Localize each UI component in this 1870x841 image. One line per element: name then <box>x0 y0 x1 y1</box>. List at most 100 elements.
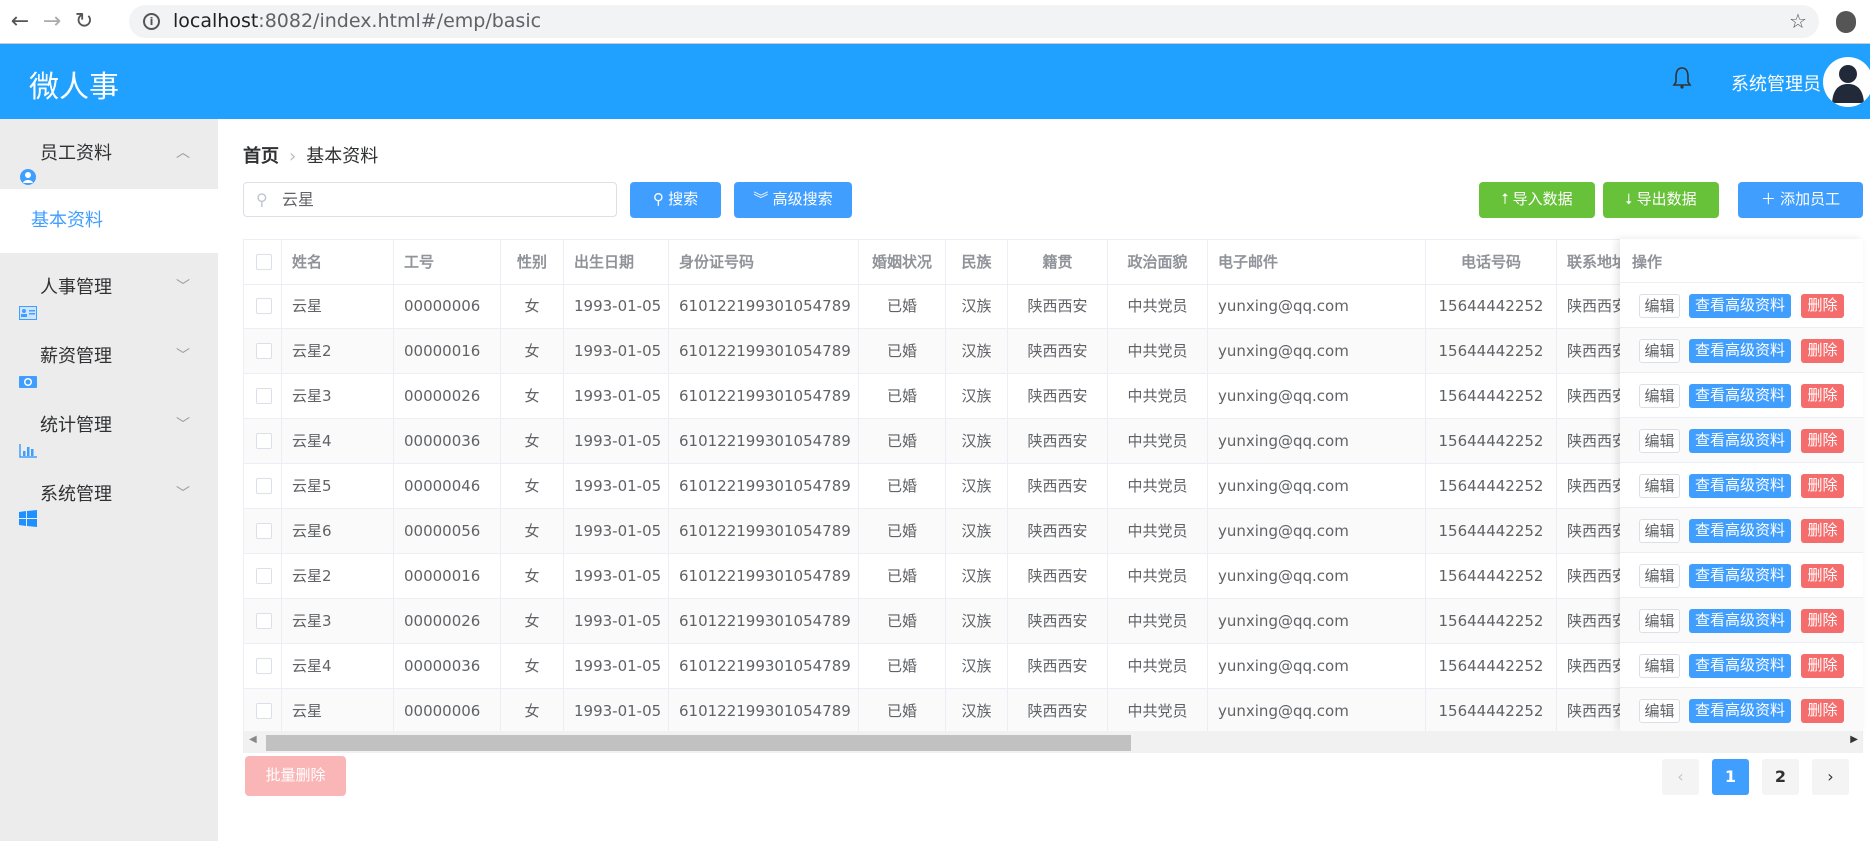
star-icon[interactable]: ☆ <box>1789 9 1807 33</box>
view-advanced-button[interactable]: 查看高级资料 <box>1689 339 1791 363</box>
horizontal-scrollbar[interactable]: ◀ ▶ <box>244 731 1862 753</box>
reload-icon[interactable]: ↻ <box>74 9 94 34</box>
column-header: 电子邮件 <box>1208 240 1426 285</box>
checkbox-cell[interactable] <box>244 284 282 329</box>
table-cell: 610122199301054789 <box>669 329 859 374</box>
edit-button[interactable]: 编辑 <box>1639 384 1680 408</box>
row-checkbox[interactable] <box>256 613 272 629</box>
checkbox-cell[interactable] <box>244 464 282 509</box>
table-cell: 云星4 <box>282 644 394 689</box>
view-advanced-button[interactable]: 查看高级资料 <box>1689 474 1791 498</box>
url-path: :8082/index.html#/emp/basic <box>258 10 542 32</box>
view-advanced-button[interactable]: 查看高级资料 <box>1689 384 1791 408</box>
table-cell: 女 <box>501 509 564 554</box>
edit-button[interactable]: 编辑 <box>1639 429 1680 453</box>
view-advanced-button[interactable]: 查看高级资料 <box>1689 294 1791 318</box>
scrollbar-thumb[interactable] <box>266 735 1131 751</box>
checkbox-cell[interactable] <box>244 644 282 689</box>
sidebar-group-employee[interactable]: 员工资料 ︿ <box>0 119 218 188</box>
delete-button[interactable]: 删除 <box>1801 294 1844 318</box>
page-1-button[interactable]: 1 <box>1712 759 1749 795</box>
row-checkbox[interactable] <box>256 478 272 494</box>
plus-icon: ＋ <box>1760 191 1781 208</box>
checkbox-cell[interactable] <box>244 419 282 464</box>
row-checkbox[interactable] <box>256 658 272 674</box>
table-cell: 已婚 <box>859 329 946 374</box>
table-cell: 女 <box>501 329 564 374</box>
checkbox-cell[interactable] <box>244 554 282 599</box>
view-advanced-button[interactable]: 查看高级资料 <box>1689 654 1791 678</box>
delete-button[interactable]: 删除 <box>1801 339 1844 363</box>
search-button[interactable]: ⚲ 搜索 <box>630 182 721 218</box>
sidebar-group-system[interactable]: 系统管理 ﹀ <box>0 460 218 529</box>
page-2-button[interactable]: 2 <box>1762 759 1799 795</box>
table-cell: 15644442252 <box>1426 374 1557 419</box>
scroll-left-icon[interactable]: ◀ <box>249 734 257 745</box>
delete-button[interactable]: 删除 <box>1801 564 1844 588</box>
row-checkbox[interactable] <box>256 523 272 539</box>
edit-button[interactable]: 编辑 <box>1639 519 1680 543</box>
add-employee-button[interactable]: ＋ 添加员工 <box>1738 182 1863 218</box>
sidebar-item-basic-info[interactable]: 基本资料 <box>0 189 218 253</box>
view-advanced-button[interactable]: 查看高级资料 <box>1689 429 1791 453</box>
checkbox-cell[interactable] <box>244 509 282 554</box>
import-data-button[interactable]: ⭡ 导入数据 <box>1479 182 1595 218</box>
batch-delete-button[interactable]: 批量删除 <box>245 756 346 796</box>
profile-icon[interactable] <box>1836 11 1856 33</box>
edit-button[interactable]: 编辑 <box>1639 294 1680 318</box>
edit-button[interactable]: 编辑 <box>1639 474 1680 498</box>
table-cell: 陕西西安 <box>1008 284 1108 329</box>
table-cell: 陕西西安 <box>1008 599 1108 644</box>
back-icon[interactable]: ← <box>10 9 30 34</box>
delete-button[interactable]: 删除 <box>1801 519 1844 543</box>
delete-button[interactable]: 删除 <box>1801 474 1844 498</box>
forward-icon[interactable]: → <box>42 9 62 34</box>
row-checkbox[interactable] <box>256 298 272 314</box>
row-checkbox[interactable] <box>256 343 272 359</box>
checkbox-cell[interactable] <box>244 599 282 644</box>
edit-button[interactable]: 编辑 <box>1639 564 1680 588</box>
scroll-right-icon[interactable]: ▶ <box>1850 734 1858 745</box>
next-page-button[interactable]: › <box>1812 759 1849 795</box>
breadcrumb-home[interactable]: 首页 <box>243 146 279 167</box>
row-checkbox[interactable] <box>256 703 272 719</box>
row-checkbox[interactable] <box>256 433 272 449</box>
checkbox-cell[interactable] <box>244 374 282 419</box>
user-name[interactable]: 系统管理员 <box>1731 74 1821 95</box>
bell-icon[interactable] <box>1672 66 1692 96</box>
edit-button[interactable]: 编辑 <box>1639 654 1680 678</box>
view-advanced-button[interactable]: 查看高级资料 <box>1689 699 1791 723</box>
sidebar-group-salary[interactable]: 薪资管理 ﹀ <box>0 322 218 391</box>
table-cell: 云星4 <box>282 419 394 464</box>
sidebar-group-hr[interactable]: 人事管理 ﹀ <box>0 253 218 322</box>
export-data-button[interactable]: ⭣ 导出数据 <box>1603 182 1719 218</box>
delete-button[interactable]: 删除 <box>1801 429 1844 453</box>
edit-button[interactable]: 编辑 <box>1639 699 1680 723</box>
edit-button[interactable]: 编辑 <box>1639 339 1680 363</box>
advanced-search-button[interactable]: ︾ 高级搜索 <box>734 182 852 218</box>
download-icon: ⭣ <box>1625 191 1637 208</box>
view-advanced-button[interactable]: 查看高级资料 <box>1689 564 1791 588</box>
prev-page-button[interactable]: ‹ <box>1662 759 1699 795</box>
delete-button[interactable]: 删除 <box>1801 384 1844 408</box>
delete-button[interactable]: 删除 <box>1801 699 1844 723</box>
address-bar[interactable]: i localhost:8082/index.html#/emp/basic <box>129 5 1819 38</box>
edit-button[interactable]: 编辑 <box>1639 609 1680 633</box>
row-checkbox[interactable] <box>256 568 272 584</box>
row-checkbox[interactable] <box>256 254 272 270</box>
table-row: 云星2 00000016 女 1993-01-05 610122199301054789… <box>244 554 1862 599</box>
table-cell: 已婚 <box>859 284 946 329</box>
delete-button[interactable]: 删除 <box>1801 609 1844 633</box>
view-advanced-button[interactable]: 查看高级资料 <box>1689 609 1791 633</box>
table-cell: yunxing@qq.com <box>1208 509 1426 554</box>
sidebar-group-stats[interactable]: 统计管理 ﹀ <box>0 391 218 460</box>
checkbox-cell[interactable] <box>244 329 282 374</box>
checkbox-cell[interactable] <box>244 689 282 734</box>
row-checkbox[interactable] <box>256 388 272 404</box>
search-input[interactable]: ⚲ 云星 <box>243 182 617 217</box>
checkbox-cell[interactable] <box>244 240 282 285</box>
avatar[interactable] <box>1823 57 1870 107</box>
delete-button[interactable]: 删除 <box>1801 654 1844 678</box>
table-header: 姓名 工号 性别 出生日期 身份证号码 婚姻状况 民族 籍贯 政治面貌 电子邮件 电话号码 联系地址 <box>244 240 1862 285</box>
view-advanced-button[interactable]: 查看高级资料 <box>1689 519 1791 543</box>
